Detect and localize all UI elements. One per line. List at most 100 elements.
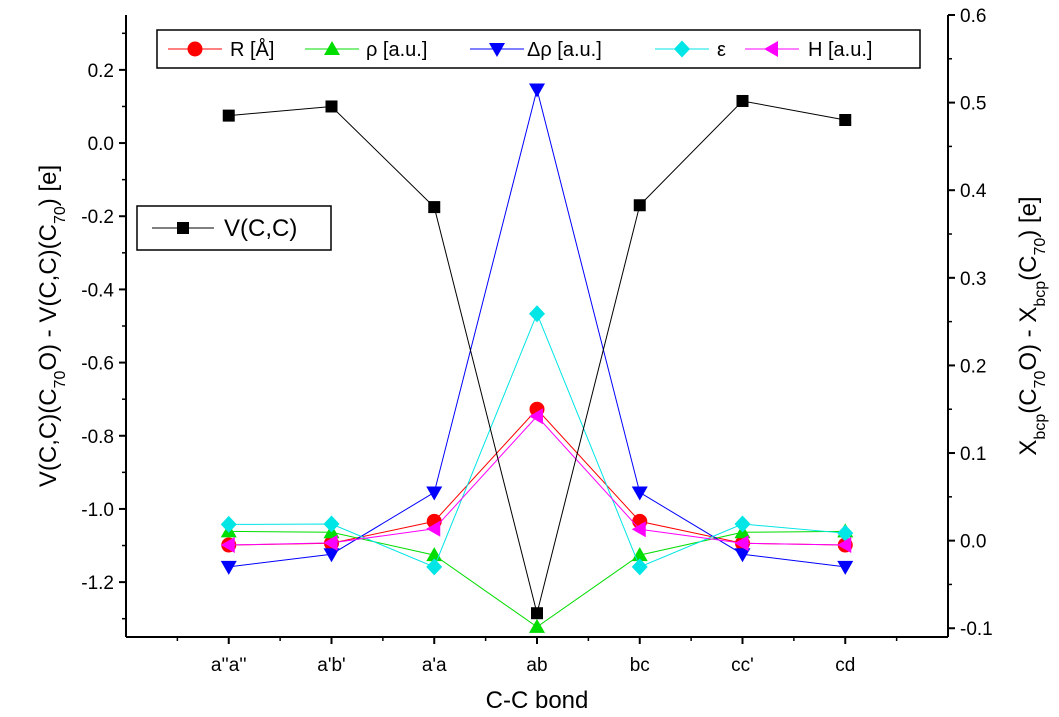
- left-tick-label: -0.8: [81, 427, 114, 448]
- legend-top: R [Å] ρ [a.u.] Δρ [a.u.] ε H [a.u.]: [156, 29, 921, 69]
- left-axis-title: V(C,C)(C70O) - V(C,C)(C70) [e]: [35, 165, 69, 487]
- series-line: [228, 89, 846, 568]
- data-point: [837, 537, 852, 554]
- data-point: [529, 408, 543, 425]
- data-point: [323, 515, 340, 533]
- left-tick-label: 0.0: [88, 134, 114, 155]
- data-point: [428, 201, 441, 214]
- legend-label: Δρ [a.u.]: [527, 39, 602, 61]
- axis-title-part: O) - V(C,C)(C: [35, 224, 62, 371]
- left-tick-label: -0.4: [81, 280, 114, 301]
- axes-layer: 0.2 0.0 -0.2 -0.4 -0.6 -0.8 -1.0 -1.2 0.6 0.5 0.4 0…: [35, 6, 1049, 714]
- data-point: [426, 558, 443, 576]
- data-point: [323, 534, 338, 551]
- legend-left: V(C,C): [136, 205, 332, 251]
- legend-marker: [324, 41, 340, 55]
- left-tick-label: -1.0: [81, 500, 114, 521]
- data-point: [631, 486, 648, 501]
- legend-label: ε: [717, 39, 726, 61]
- left-tick-label: 0.2: [88, 61, 114, 82]
- legend-entry: R [Å]: [168, 38, 274, 61]
- data-point: [529, 83, 545, 98]
- axis-title-part: (C: [1015, 256, 1042, 281]
- legend-marker: [489, 43, 505, 57]
- data-point: [631, 558, 648, 576]
- right-tick-label: 0.0: [960, 532, 986, 553]
- right-tick-label: 0.2: [960, 356, 986, 377]
- data-point: [529, 618, 545, 633]
- axis-title-subscript: 70: [52, 206, 69, 224]
- right-tick-label: 0.3: [960, 269, 986, 290]
- left-tick-label: -0.2: [81, 207, 114, 228]
- data-point: [531, 607, 543, 620]
- axis-title-part: (C: [1015, 388, 1042, 413]
- legend-marker: [764, 41, 778, 57]
- right-tick-label: -0.1: [960, 619, 993, 640]
- legend-entry: H [a.u.]: [745, 39, 872, 61]
- data-point: [529, 305, 545, 323]
- x-axis-title: C-C bond: [486, 687, 589, 714]
- right-tick-label: 0.1: [960, 444, 986, 465]
- data-point: [220, 537, 235, 554]
- data-point: [734, 535, 749, 552]
- x-tick-label: bc: [630, 655, 650, 676]
- data-point: [220, 560, 237, 575]
- axis-title-part: ) [e]: [1015, 196, 1042, 237]
- legend-label: R [Å]: [230, 38, 274, 61]
- left-tick-label: -0.6: [81, 354, 114, 375]
- legend-entry: ρ [a.u.]: [305, 39, 427, 61]
- series-3: [220, 83, 854, 575]
- series-line: [228, 100, 846, 614]
- axis-title-subscript: bcp: [1032, 414, 1049, 440]
- axis-title-part: V(C,C)(C: [35, 388, 62, 487]
- legend-marker: [187, 41, 203, 57]
- axis-title-subscript: 70: [1032, 371, 1049, 389]
- data-point: [839, 114, 852, 127]
- left-tick-label: -1.2: [81, 573, 114, 594]
- series-line: [228, 415, 846, 546]
- series-layer: [220, 83, 854, 633]
- legend-marker: [674, 40, 690, 58]
- series-1: [221, 401, 853, 553]
- data-point: [323, 548, 340, 563]
- data-point: [325, 100, 338, 113]
- axis-title-part: O) - X: [1015, 307, 1042, 371]
- x-tick-label: a''a'': [211, 655, 247, 676]
- axis-title-subscript: 70: [1032, 238, 1049, 256]
- axis-title-part: X: [1015, 440, 1042, 456]
- axis-title-subscript: 70: [52, 371, 69, 389]
- data-point: [426, 486, 443, 501]
- legend-layer: R [Å] ρ [a.u.] Δρ [a.u.] ε H [a.u.] V(C,C): [136, 29, 921, 251]
- right-tick-label: 0.4: [960, 181, 987, 202]
- axis-title-part: ) [e]: [35, 165, 62, 206]
- x-tick-label: a'a: [422, 655, 447, 676]
- data-point: [222, 109, 235, 122]
- legend-label: V(C,C): [224, 215, 297, 242]
- series-4: [220, 305, 854, 576]
- legend-label: H [a.u.]: [808, 39, 872, 61]
- data-point: [736, 94, 749, 107]
- right-tick-label: 0.6: [960, 6, 986, 27]
- right-tick-label: 0.5: [960, 94, 986, 115]
- series-line: [228, 312, 846, 568]
- legend-entry: Δρ [a.u.]: [470, 39, 602, 61]
- x-tick-label: cc': [731, 655, 754, 676]
- axis-title-subscript: bcp: [1032, 281, 1049, 307]
- data-point: [633, 199, 646, 212]
- legend-marker: [177, 222, 189, 234]
- series-5: [220, 408, 852, 554]
- right-axis-title: Xbcp(C70O) - Xbcp(C70) [e]: [1015, 196, 1049, 455]
- data-point: [837, 524, 854, 542]
- data-point: [220, 515, 237, 533]
- data-point: [837, 560, 854, 575]
- data-point: [631, 521, 646, 538]
- x-tick-label: a'b': [317, 655, 345, 676]
- legend-entry: ε: [655, 39, 726, 61]
- data-point: [426, 520, 441, 537]
- legend-label: ρ [a.u.]: [366, 39, 427, 61]
- data-point: [734, 515, 751, 533]
- data-point: [734, 548, 751, 563]
- series-0: [222, 94, 852, 620]
- x-tick-label: cd: [835, 655, 855, 676]
